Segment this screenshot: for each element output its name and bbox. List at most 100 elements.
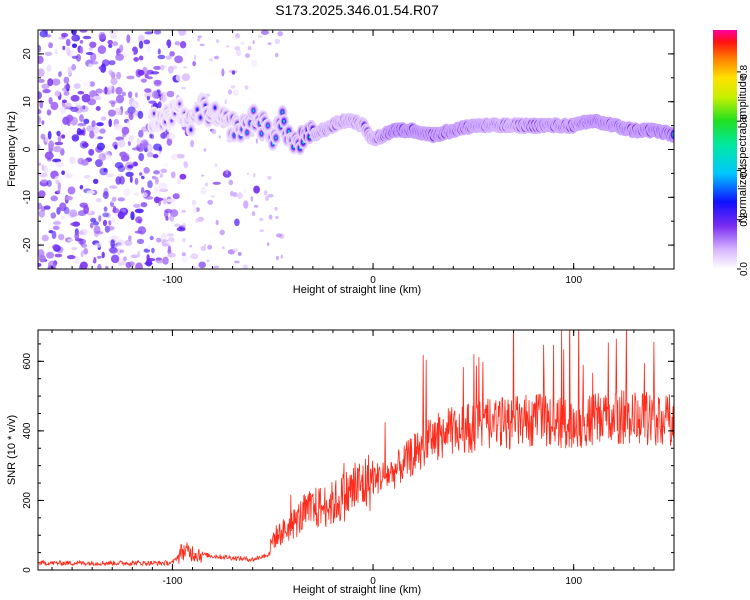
noise-blob bbox=[79, 184, 84, 190]
noise-blob bbox=[276, 255, 279, 261]
noise-blob bbox=[134, 208, 144, 214]
noise-blob bbox=[143, 167, 150, 174]
noise-blob bbox=[125, 261, 132, 269]
noise-blob bbox=[166, 198, 176, 203]
noise-blob bbox=[108, 100, 117, 105]
noise-blob bbox=[138, 129, 144, 138]
noise-blob bbox=[56, 190, 61, 194]
noise-blob bbox=[87, 98, 97, 106]
noise-blob bbox=[179, 173, 187, 180]
noise-blob bbox=[140, 202, 148, 208]
noise-blob bbox=[66, 255, 76, 260]
noise-blob bbox=[97, 45, 107, 54]
noise-blob bbox=[77, 90, 85, 95]
noise-blob bbox=[141, 192, 148, 198]
noise-blob bbox=[107, 226, 115, 231]
noise-blob bbox=[127, 106, 136, 115]
x-tick-label: -100 bbox=[162, 576, 182, 587]
noise-blob bbox=[53, 175, 63, 185]
noise-blob bbox=[82, 127, 86, 136]
noise-blob bbox=[194, 54, 197, 61]
noise-blob bbox=[70, 94, 80, 102]
noise-blob bbox=[96, 142, 105, 151]
noise-blob bbox=[167, 252, 176, 258]
noise-blob bbox=[152, 154, 159, 159]
noise-blob bbox=[128, 112, 134, 121]
noise-blob bbox=[276, 233, 282, 238]
noise-blob bbox=[218, 135, 221, 139]
noise-blob bbox=[126, 75, 135, 80]
noise-blob bbox=[95, 88, 103, 94]
noise-blob bbox=[107, 109, 116, 117]
noise-blob bbox=[111, 217, 116, 224]
noise-blob bbox=[127, 164, 134, 169]
ridge-cell bbox=[246, 131, 249, 134]
noise-blob bbox=[131, 100, 140, 109]
noise-blob bbox=[251, 211, 256, 217]
spectrogram-xlabel: Height of straight line (km) bbox=[293, 284, 421, 296]
noise-blob bbox=[79, 255, 84, 262]
noise-blob bbox=[83, 118, 90, 125]
noise-blob bbox=[221, 246, 225, 250]
noise-blob bbox=[108, 85, 113, 91]
noise-blob bbox=[155, 258, 164, 264]
noise-blob bbox=[164, 208, 173, 214]
noise-blob bbox=[237, 251, 242, 256]
noise-blob bbox=[69, 156, 76, 164]
noise-blob bbox=[265, 195, 269, 201]
noise-blob bbox=[71, 43, 78, 49]
noise-blob bbox=[204, 243, 207, 247]
noise-blob bbox=[65, 38, 71, 47]
noise-blob bbox=[215, 219, 219, 226]
noise-blob bbox=[69, 209, 77, 218]
noise-blob bbox=[39, 172, 48, 178]
noise-blob bbox=[109, 34, 118, 40]
noise-blob bbox=[167, 249, 172, 254]
y-tick-label: 10 bbox=[22, 96, 33, 108]
noise-blob bbox=[147, 180, 153, 189]
noise-blob bbox=[201, 174, 205, 177]
noise-blob bbox=[109, 185, 118, 189]
noise-blob bbox=[145, 196, 154, 200]
noise-blob bbox=[41, 83, 50, 90]
noise-blob bbox=[119, 44, 124, 53]
noise-blob bbox=[46, 64, 52, 72]
noise-blob bbox=[44, 151, 54, 160]
noise-blob bbox=[163, 197, 167, 205]
noise-blob bbox=[181, 254, 188, 263]
y-tick-label: 0 bbox=[22, 567, 33, 573]
noise-blob bbox=[141, 175, 145, 180]
noise-blob bbox=[46, 251, 54, 259]
noise-blob bbox=[79, 202, 88, 208]
noise-blob bbox=[38, 157, 43, 164]
noise-blob bbox=[60, 106, 66, 115]
noise-blob bbox=[231, 70, 236, 75]
noise-blob bbox=[183, 66, 188, 69]
noise-blob bbox=[38, 55, 44, 64]
noise-blob bbox=[50, 101, 59, 111]
noise-blob bbox=[48, 140, 54, 150]
noise-blob bbox=[83, 248, 89, 255]
noise-blob bbox=[267, 42, 272, 45]
noise-blob bbox=[95, 106, 101, 111]
noise-blob bbox=[157, 101, 162, 109]
noise-blob bbox=[47, 130, 52, 140]
noise-blob bbox=[200, 186, 207, 195]
noise-blob bbox=[236, 48, 242, 57]
noise-blob bbox=[74, 231, 80, 241]
noise-blob bbox=[190, 139, 195, 148]
noise-blob bbox=[216, 39, 219, 43]
noise-blob bbox=[135, 262, 143, 269]
noise-blob bbox=[80, 250, 84, 257]
noise-blob bbox=[71, 64, 76, 71]
noise-blob bbox=[61, 32, 69, 38]
noise-blob bbox=[118, 257, 124, 263]
noise-blob bbox=[200, 245, 207, 251]
noise-blob bbox=[232, 191, 238, 198]
noise-blob bbox=[266, 242, 270, 246]
noise-blob bbox=[157, 48, 161, 55]
noise-blob bbox=[203, 148, 207, 152]
noise-blob bbox=[136, 238, 145, 245]
noise-blob bbox=[114, 144, 118, 150]
